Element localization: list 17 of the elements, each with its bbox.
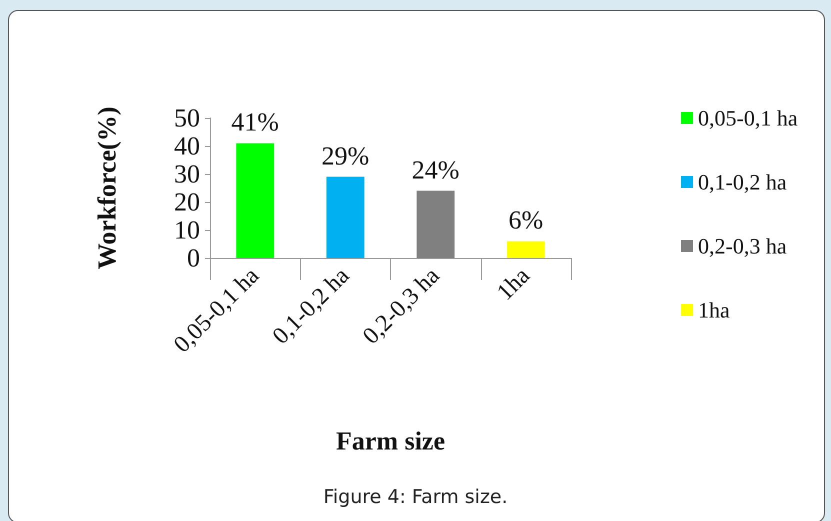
legend-label: 0,1-0,2 ha	[698, 170, 787, 194]
data-label: 41%	[231, 108, 279, 137]
y-axis-title: Workforce(%)	[92, 106, 122, 270]
legend-label: 0,2-0,3 ha	[698, 234, 787, 258]
x-tick-label: 1ha	[492, 262, 536, 306]
x-axis-title: Farm size	[336, 426, 446, 456]
y-tick-label: 50	[174, 104, 200, 132]
y-tick-label: 10	[174, 216, 200, 244]
y-tick-label: 40	[174, 132, 200, 160]
y-tick-label: 30	[174, 160, 200, 188]
y-tick-label: 20	[174, 188, 200, 216]
data-label: 24%	[412, 155, 460, 184]
legend-label: 0,05-0,1 ha	[698, 106, 798, 130]
caption: Figure 4: Farm size.	[323, 486, 508, 508]
data-label: 6%	[508, 206, 544, 235]
data-label: 29%	[322, 141, 370, 170]
y-tick-label: 0	[187, 244, 200, 272]
